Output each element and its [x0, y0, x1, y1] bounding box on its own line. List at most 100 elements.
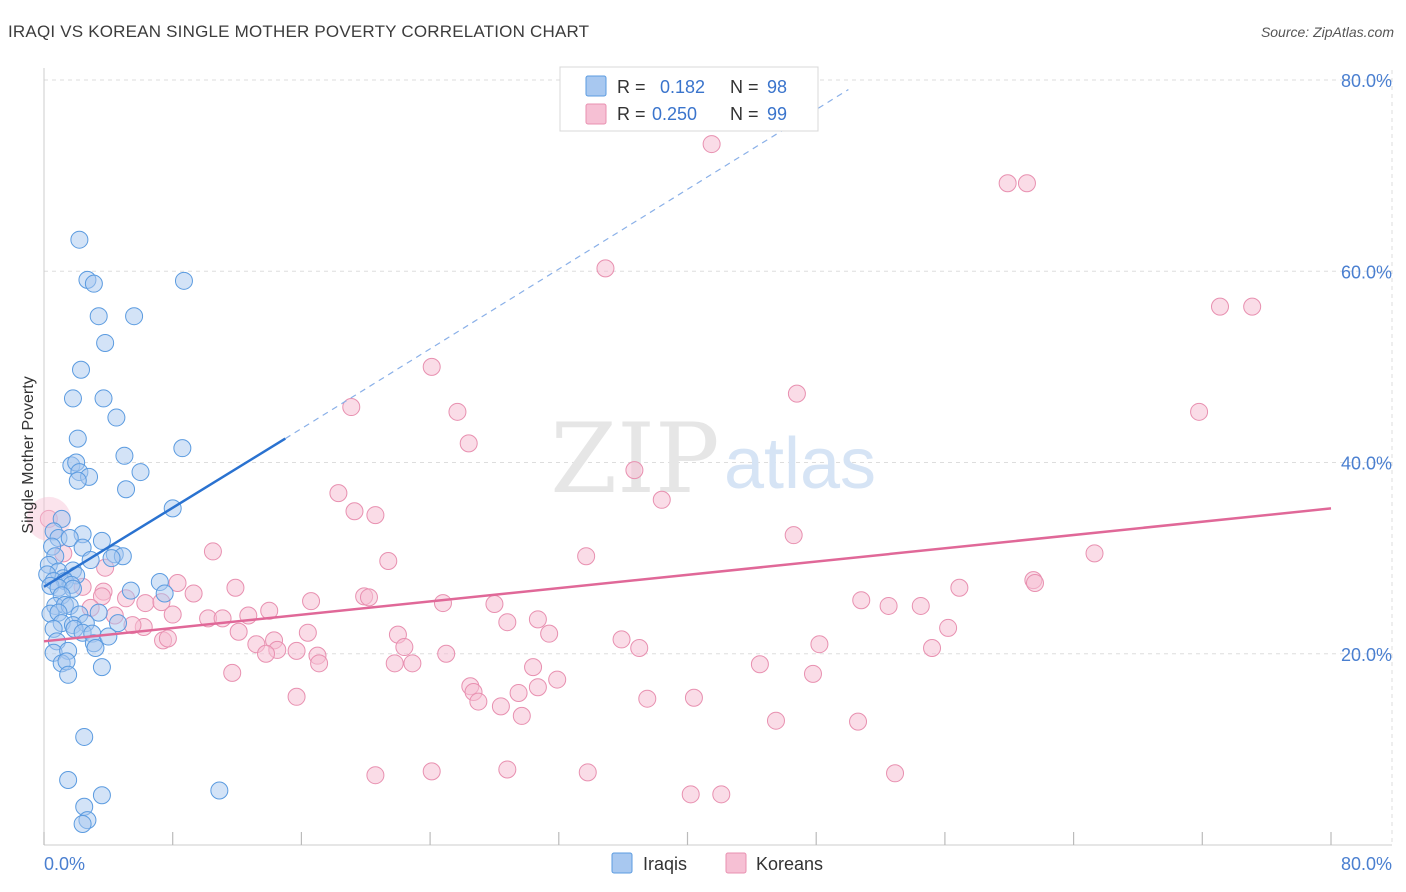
y-tick-label: 80.0%: [1341, 71, 1392, 91]
iraqi-point: [210, 781, 229, 800]
legend-n-value-iraqis: 98: [767, 77, 787, 97]
korean-point: [298, 623, 317, 642]
korean-point: [1025, 573, 1044, 592]
iraqi-point: [59, 770, 78, 789]
korean-point: [329, 484, 348, 503]
korean-point: [630, 639, 649, 658]
iraqis-points: [38, 230, 229, 833]
korean-point: [366, 506, 385, 525]
watermark-atlas: atlas: [724, 424, 876, 504]
korean-point: [578, 763, 597, 782]
legend-n-label-koreans: N =: [730, 104, 759, 124]
korean-point: [203, 542, 222, 561]
korean-point: [229, 622, 248, 641]
korean-point: [257, 644, 276, 663]
iraqi-point: [173, 439, 192, 458]
korean-point: [548, 670, 567, 689]
korean-point: [787, 384, 806, 403]
korean-point: [287, 687, 306, 706]
iraqi-point: [59, 665, 78, 684]
korean-point: [437, 644, 456, 663]
axes: [43, 68, 1392, 846]
iraqi-point: [115, 446, 134, 465]
korean-point: [163, 605, 182, 624]
iraqi-point: [121, 581, 140, 600]
korean-point: [528, 610, 547, 629]
korean-point: [385, 654, 404, 673]
grid-lines: [44, 70, 1393, 845]
korean-point: [459, 434, 478, 453]
korean-point: [366, 766, 385, 785]
korean-point: [810, 635, 829, 654]
korean-point: [422, 357, 441, 376]
korean-point: [923, 639, 942, 658]
iraqi-point: [63, 389, 82, 408]
korean-point: [136, 594, 155, 613]
trend-lines: [43, 89, 1332, 643]
korean-point: [998, 174, 1017, 193]
correlation-legend: R = 0.182 N = 98 R = 0.250 N = 99: [559, 66, 819, 132]
iraqi-point: [73, 814, 92, 833]
korean-point: [379, 551, 398, 570]
korean-point: [638, 689, 657, 708]
korean-point: [158, 629, 177, 648]
korean-point: [485, 595, 504, 614]
legend-swatch-iraqis: [585, 75, 607, 97]
iraqi-point: [60, 529, 79, 548]
iraqi-point: [92, 531, 111, 550]
y-tick-label: 20.0%: [1341, 645, 1392, 665]
korean-point: [184, 584, 203, 603]
iraqi-point: [107, 408, 126, 427]
korean-point: [803, 664, 822, 683]
legend-r-value-koreans: 0.250: [652, 104, 697, 124]
korean-point: [524, 658, 543, 677]
korean-point: [1017, 174, 1036, 193]
korean-point: [712, 785, 731, 804]
korean-point: [766, 711, 785, 730]
iraqi-point: [96, 333, 115, 352]
iraqi-point: [174, 271, 193, 290]
iraqi-point: [94, 389, 113, 408]
korean-point: [577, 547, 596, 566]
korean-point: [939, 618, 958, 637]
korean-point: [1210, 297, 1229, 316]
korean-point: [342, 398, 361, 417]
iraqi-point: [68, 471, 87, 490]
korean-point: [596, 259, 615, 278]
korean-point: [702, 135, 721, 154]
koreans-trend-line: [43, 507, 1332, 643]
korean-point: [849, 712, 868, 731]
iraqi-point: [68, 429, 87, 448]
korean-point: [612, 630, 631, 649]
korean-point: [310, 654, 329, 673]
korean-point: [1243, 297, 1262, 316]
korean-point: [168, 573, 187, 592]
korean-point: [852, 591, 871, 610]
iraqis-trend-extension: [284, 89, 849, 440]
legend-swatch-koreans: [585, 103, 607, 125]
korean-point: [684, 688, 703, 707]
korean-point: [886, 764, 905, 783]
iraqi-point: [72, 360, 91, 379]
legend-r-label-koreans: R =: [617, 104, 646, 124]
korean-point: [681, 785, 700, 804]
korean-point: [784, 526, 803, 545]
korean-point: [498, 613, 517, 632]
iraqi-point: [92, 786, 111, 805]
iraqi-point: [117, 480, 136, 499]
korean-point: [448, 402, 467, 421]
korean-point: [422, 762, 441, 781]
iraqi-point: [125, 307, 144, 326]
y-axis-label: Single Mother Poverty: [20, 376, 37, 533]
watermark: ZIP atlas: [550, 403, 876, 515]
iraqi-point: [75, 727, 94, 746]
korean-point: [491, 697, 510, 716]
korean-point: [509, 683, 528, 702]
korean-point: [223, 663, 242, 682]
bottom-legend-label-koreans: Koreans: [756, 854, 823, 874]
korean-point: [403, 654, 422, 673]
y-tick-label: 40.0%: [1341, 454, 1392, 474]
iraqi-point: [155, 584, 174, 603]
korean-point: [1190, 402, 1209, 421]
